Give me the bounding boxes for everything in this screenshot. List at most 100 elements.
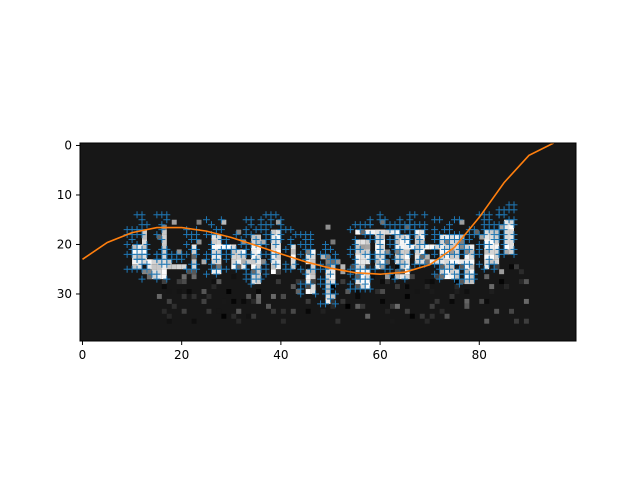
- scatter-marker: [292, 260, 300, 268]
- image-noise-pixel: [330, 284, 336, 290]
- image-pixel: [360, 274, 366, 280]
- image-pixel: [330, 279, 336, 285]
- image-pixel: [454, 234, 460, 240]
- scatter-marker: [262, 240, 270, 248]
- image-noise-pixel: [350, 264, 356, 270]
- image-pixel: [509, 244, 514, 250]
- scatter-marker: [465, 260, 473, 268]
- image-pixel: [489, 259, 495, 265]
- image-pixel: [469, 259, 475, 265]
- image-pixel: [161, 229, 167, 235]
- image-pixel: [355, 239, 361, 245]
- image-noise-pixel: [161, 284, 167, 290]
- scatter-marker: [307, 280, 315, 288]
- image-noise-pixel: [454, 264, 460, 270]
- scatter-marker: [193, 250, 201, 258]
- image-noise-pixel: [474, 229, 480, 235]
- image-pixel: [355, 279, 361, 285]
- scatter-marker: [153, 231, 161, 239]
- scatter-marker: [207, 221, 215, 229]
- image-pixel: [236, 259, 242, 265]
- image-noise-pixel: [504, 249, 510, 255]
- scatter-marker: [510, 221, 518, 229]
- image-pixel: [330, 269, 336, 275]
- image-noise-pixel: [380, 289, 386, 294]
- image-noise-pixel: [261, 259, 266, 265]
- image-noise-pixel: [166, 289, 172, 294]
- scatter-marker: [222, 255, 230, 263]
- image-pixel: [434, 244, 440, 250]
- image-pixel: [275, 229, 281, 235]
- image-noise-pixel: [390, 274, 395, 280]
- scatter-marker: [247, 221, 255, 229]
- image-pixel: [484, 259, 490, 265]
- image-pixel: [211, 239, 217, 245]
- image-pixel: [132, 259, 138, 265]
- image-pixel: [137, 264, 142, 270]
- image-pixel: [355, 244, 361, 250]
- image-noise-pixel: [404, 284, 410, 290]
- image-pixel: [419, 234, 425, 240]
- image-pixel: [310, 274, 316, 280]
- scatter-marker: [312, 290, 320, 298]
- image-pixel: [449, 264, 455, 270]
- scatter-marker: [322, 300, 330, 308]
- image-pixel: [509, 219, 514, 225]
- image-pixel: [504, 219, 510, 225]
- scatter-marker: [297, 290, 305, 298]
- image-pixel: [464, 264, 470, 270]
- scatter-marker: [346, 226, 354, 234]
- scatter-marker: [411, 231, 419, 239]
- image-pixel: [275, 259, 281, 265]
- image-pixel: [305, 279, 311, 285]
- scatter-marker: [406, 250, 414, 258]
- image-noise-pixel: [181, 308, 187, 314]
- image-pixel: [449, 239, 455, 245]
- image-noise-pixel: [166, 298, 172, 304]
- image-pixel: [399, 239, 405, 245]
- image-pixel: [414, 239, 420, 245]
- scatter-marker: [480, 265, 488, 273]
- image-pixel: [156, 269, 162, 275]
- scatter-marker: [272, 211, 280, 219]
- image-noise-pixel: [444, 239, 450, 245]
- image-pixel: [509, 239, 514, 245]
- scatter-marker: [232, 245, 240, 253]
- image-pixel: [449, 234, 455, 240]
- image-noise-pixel: [216, 264, 222, 270]
- image-pixel: [439, 249, 445, 255]
- image-noise-pixel: [221, 219, 227, 225]
- image-noise-pixel: [226, 289, 232, 294]
- image-noise-pixel: [523, 298, 529, 304]
- scatter-marker: [143, 250, 151, 258]
- image-noise-pixel: [449, 293, 455, 299]
- image-pixel: [251, 254, 257, 260]
- image-noise-pixel: [449, 249, 455, 255]
- image-pixel: [275, 254, 281, 260]
- image-pixel: [251, 244, 257, 250]
- image-pixel: [365, 269, 371, 275]
- image-noise-pixel: [459, 239, 465, 245]
- image-noise-pixel: [275, 269, 281, 275]
- image-noise-pixel: [355, 289, 361, 294]
- image-pixel: [404, 274, 410, 280]
- image-noise-pixel: [489, 284, 495, 290]
- image-pixel: [469, 254, 475, 260]
- image-pixel: [404, 244, 410, 250]
- image-pixel: [216, 244, 222, 250]
- image-noise-pixel: [246, 313, 252, 319]
- image-noise-pixel: [459, 219, 465, 225]
- scatter-marker: [267, 255, 275, 263]
- image-noise-pixel: [484, 298, 490, 304]
- image-noise-pixel: [156, 234, 162, 240]
- image-noise-pixel: [206, 308, 212, 314]
- x-tick-label: 60: [372, 348, 387, 362]
- image-pixel: [246, 259, 252, 265]
- image-pixel: [275, 234, 281, 240]
- image-pixel: [251, 234, 257, 240]
- image-pixel: [469, 274, 475, 280]
- image-pixel: [489, 244, 495, 250]
- image-noise-pixel: [360, 303, 366, 309]
- image-noise-pixel: [340, 298, 346, 304]
- image-noise-pixel: [256, 289, 262, 294]
